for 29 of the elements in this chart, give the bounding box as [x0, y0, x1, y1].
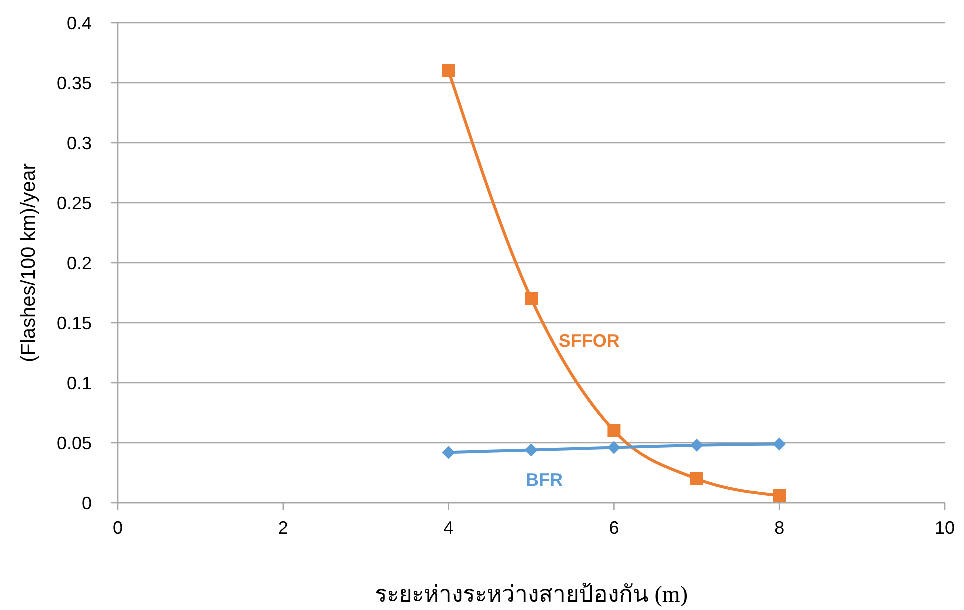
y-tick-label: 0 — [82, 493, 92, 514]
x-axis-title: ระยะห่างระหว่างสายป้องกัน (m) — [375, 582, 688, 607]
point — [690, 472, 704, 486]
y-tick-label: 0.05 — [56, 433, 92, 454]
point — [525, 292, 538, 306]
point — [773, 489, 786, 502]
point — [608, 441, 621, 454]
x-tick-label: 4 — [444, 518, 454, 538]
y-tick-label: 0.25 — [56, 193, 92, 214]
point — [690, 438, 704, 452]
y-tick-label: 0.2 — [66, 253, 92, 274]
point — [442, 446, 456, 460]
series-label: BFR — [526, 470, 563, 490]
x-tick-label: 10 — [934, 518, 956, 538]
x-tick-label: 0 — [112, 518, 124, 538]
point — [525, 444, 538, 457]
y-tick-label: 0.35 — [56, 73, 92, 94]
y-tick-label: 0.4 — [66, 13, 92, 34]
y-tick-label: 0.15 — [56, 313, 92, 334]
y-tick-label: 0.1 — [66, 373, 92, 394]
point — [773, 438, 786, 451]
point — [608, 424, 621, 438]
y-axis-title: (Flashes/100 km)/year — [18, 163, 40, 362]
series-label: SFFOR — [558, 331, 620, 351]
y-tick-label: 0.3 — [66, 133, 92, 154]
point — [442, 64, 456, 78]
x-tick-label: 6 — [609, 518, 620, 538]
x-tick-label: 8 — [774, 518, 785, 538]
x-tick-label: 2 — [278, 518, 288, 538]
